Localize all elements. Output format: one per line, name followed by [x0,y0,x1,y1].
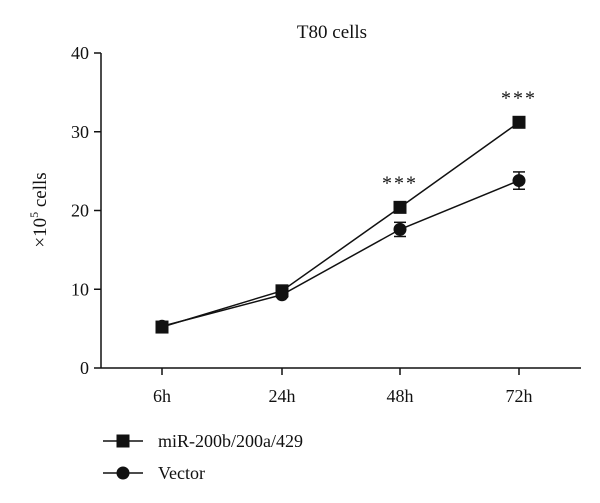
significance-marker: *** [501,87,537,109]
x-tick-label: 48h [387,386,414,406]
legend: miR-200b/200a/429 Vector [103,431,303,483]
y-tick-label: 40 [71,43,89,63]
x-ticks: 6h 24h 48h 72h [153,368,533,406]
x-tick-label: 6h [153,386,171,406]
data-point-circle [155,319,169,333]
series-line [161,179,520,327]
series-line [161,121,520,328]
x-tick-label: 24h [269,386,296,406]
y-ticks: 0 10 20 30 40 [71,43,101,378]
chart-title: T80 cells [297,22,367,43]
data-point-circle [512,174,526,188]
significance-marker: *** [382,172,418,194]
legend-label: miR-200b/200a/429 [158,431,303,451]
svg-text:×105 cells: ×105 cells [27,172,51,247]
data-point-square [393,200,407,214]
legend-marker-circle [116,466,130,480]
legend-item: Vector [103,463,205,483]
y-axis-label-prefix: ×10 [30,218,51,248]
data-point-circle [275,288,289,302]
data-point-square [512,115,526,129]
legend-marker-square [116,434,130,448]
legend-label: Vector [158,463,205,483]
y-tick-label: 20 [71,201,89,221]
y-tick-label: 10 [71,279,89,299]
y-axis-label-exponent: 5 [27,212,41,218]
y-axis-label-suffix: cells [30,172,51,212]
data-point-circle [393,222,407,236]
annotations: *** *** [382,87,537,194]
series-group [155,115,526,334]
series-square [155,115,526,334]
x-tick-label: 72h [506,386,533,406]
legend-item: miR-200b/200a/429 [103,431,303,451]
y-axis-label: ×105 cells [27,172,51,247]
series-circle [155,171,526,333]
y-tick-label: 30 [71,122,89,142]
y-tick-label: 0 [80,358,89,378]
